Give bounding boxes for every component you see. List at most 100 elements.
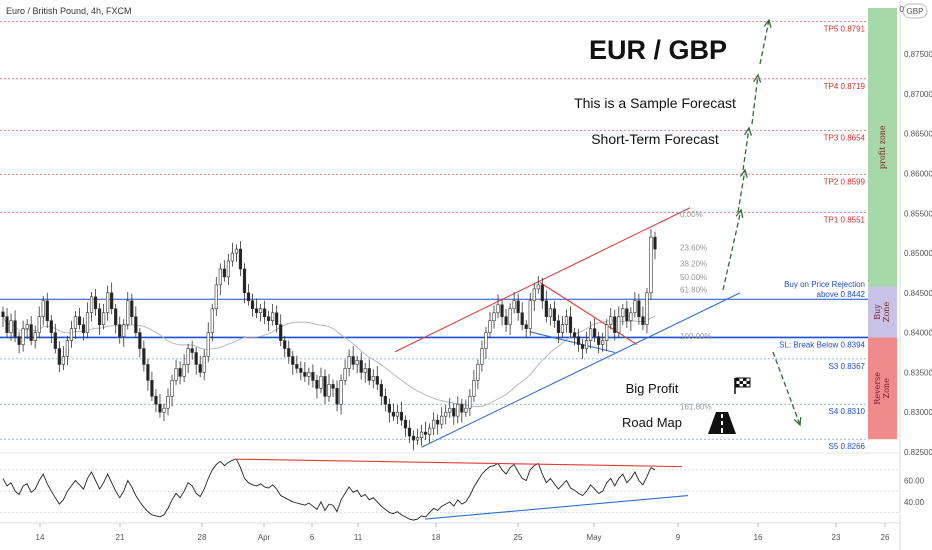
candle-body-down [323, 376, 327, 397]
zone-reverse [868, 337, 897, 440]
arrow-head [739, 168, 748, 178]
candle-body-up [210, 308, 214, 333]
candle-body-down [287, 348, 291, 357]
candle [504, 308, 508, 332]
candle-body-up [492, 312, 496, 321]
candle [5, 307, 9, 338]
candle [375, 366, 379, 390]
zone-label-line2: Zone [882, 378, 891, 399]
rsi-trendline-blue [424, 494, 689, 520]
candle-body-down [552, 308, 556, 321]
candle-body-up [415, 437, 420, 441]
candle [460, 398, 464, 423]
candle [331, 379, 335, 398]
candle [589, 321, 593, 349]
arrow-shaft [742, 127, 750, 171]
candle-body-up [395, 411, 400, 417]
candle [226, 253, 230, 285]
candle [150, 371, 154, 402]
x-tick-label: 18 [432, 533, 441, 542]
x-tick-label: 21 [116, 533, 125, 542]
candle [335, 380, 339, 412]
candle [524, 319, 528, 338]
checkered-flag-icon [734, 377, 751, 394]
forecast-arrow-4 [751, 73, 762, 125]
x-tick-label: May [586, 533, 601, 542]
zone-label-line1: Buy [873, 304, 882, 320]
candle [367, 359, 371, 386]
candle-body-down [146, 364, 150, 381]
candle [174, 359, 178, 386]
candle-body-down [423, 431, 428, 435]
candle-body-down [580, 344, 585, 349]
candle-body-down [556, 320, 561, 333]
candle-body-up [33, 332, 37, 341]
candle [130, 293, 134, 325]
candle [625, 300, 629, 328]
candle [508, 303, 512, 336]
candle-body-down [242, 268, 247, 294]
candle [468, 389, 472, 417]
candle-body-up [206, 332, 210, 357]
candle-body-down [641, 316, 645, 325]
candle [496, 294, 500, 319]
candle [65, 335, 69, 366]
candle-body-down [283, 340, 287, 349]
candle [21, 320, 25, 352]
candle [436, 414, 440, 435]
candle-body-down [194, 352, 198, 365]
level-label-tp: TP3 0.8654 [824, 134, 866, 143]
fib-label: 161.80% [680, 403, 712, 412]
level-label-s: S3 0.8367 [829, 362, 866, 371]
zone-label-line2: Zone [882, 302, 891, 323]
candle-body-down [572, 332, 577, 337]
y-tick-label: 0.83500 [904, 368, 932, 377]
candle [102, 303, 106, 330]
candle [122, 319, 126, 347]
candle [77, 307, 82, 330]
candle [564, 309, 569, 333]
candle [1, 306, 5, 328]
candle [548, 303, 552, 326]
candle-body-down [399, 411, 404, 421]
candle [291, 350, 295, 375]
candle-body-down [57, 348, 61, 365]
candle [126, 292, 130, 330]
candle-body-down [77, 316, 82, 325]
annotation-road-map: Road Map [622, 415, 682, 430]
candle [299, 361, 303, 381]
candle [653, 231, 657, 260]
candle [271, 303, 275, 326]
candle [89, 292, 94, 322]
candle-body-down [150, 380, 154, 397]
candle [210, 303, 214, 342]
candle-body-down [540, 284, 544, 302]
zone-label-line1: profit zone [878, 125, 887, 169]
candle-body-up [327, 384, 331, 397]
candle [327, 374, 331, 402]
candle [49, 315, 53, 343]
trendline-support-blue [421, 292, 741, 448]
candle [158, 393, 162, 418]
candle-body-up [126, 300, 130, 325]
candle [85, 302, 90, 339]
y-tick-label: 0.86500 [904, 130, 932, 139]
candle-body-down [250, 300, 255, 310]
candle-body-up [170, 380, 174, 397]
candle [403, 415, 408, 437]
level-label-sl: SL: Break Below 0.8394 [779, 340, 865, 349]
candle [13, 310, 17, 343]
candle-body-down [178, 368, 182, 377]
candle-body-down [263, 308, 267, 318]
candle [464, 399, 468, 417]
candle-body-down [110, 292, 114, 310]
candle [110, 282, 114, 315]
candle-body-down [403, 419, 408, 429]
candle [138, 327, 142, 358]
fib-label: 38.20% [680, 259, 707, 268]
currency-badge[interactable]: GBP [902, 3, 928, 19]
candle [166, 388, 170, 416]
annotation-big-profit: Big Profit [626, 381, 679, 396]
candle [279, 314, 283, 347]
candle [379, 379, 383, 406]
